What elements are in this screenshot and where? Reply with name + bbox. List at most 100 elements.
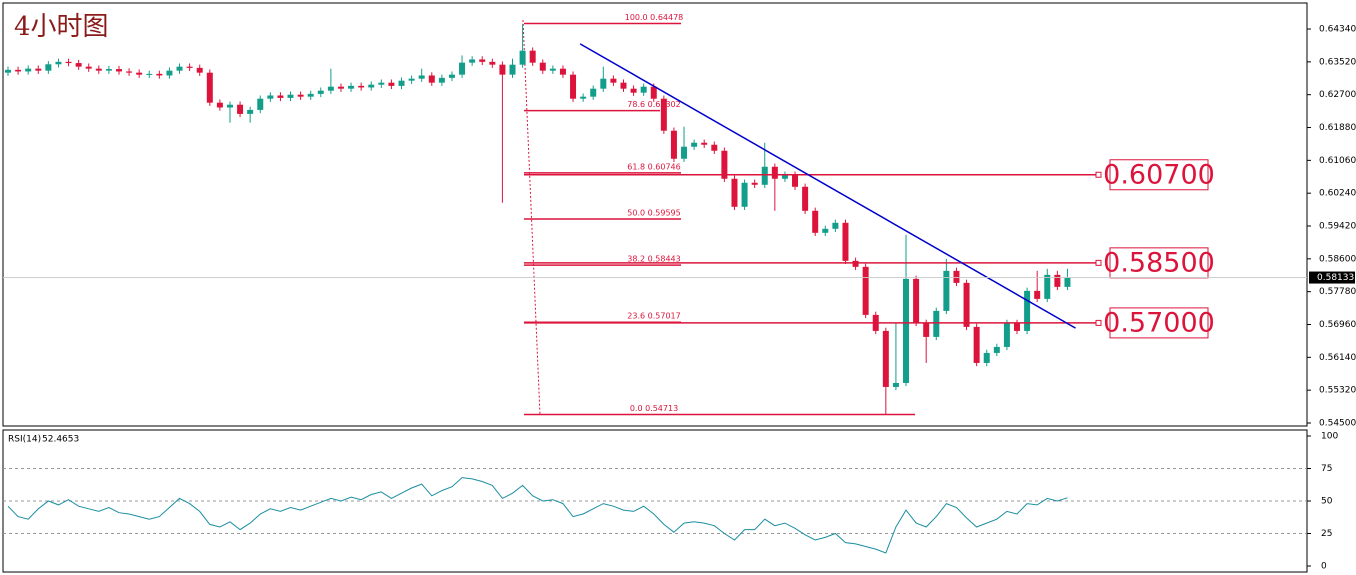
fib-label: 23.6 0.57017 — [627, 312, 680, 321]
candle-body — [822, 228, 829, 233]
trendline — [579, 43, 1076, 329]
last-price-label: 0.58133 — [1317, 273, 1354, 283]
candle-body — [993, 346, 1000, 353]
candle-body — [539, 62, 546, 71]
candle-body — [670, 130, 677, 159]
candle-body — [196, 67, 203, 73]
candle-body — [146, 73, 153, 75]
level-label: 0.60700 — [1103, 159, 1215, 190]
candle-body — [489, 61, 496, 65]
candle-body — [85, 66, 92, 69]
y-tick-label: 0.60240 — [1319, 189, 1356, 199]
y-tick-label: 0.63520 — [1319, 57, 1356, 67]
candle-body — [176, 66, 183, 71]
candle-body — [691, 142, 698, 147]
candle-body — [570, 74, 577, 99]
candle-body — [519, 50, 526, 65]
level-box — [1109, 307, 1209, 339]
candle-body — [600, 78, 607, 89]
y-tick-label: 0.58600 — [1319, 254, 1356, 264]
candle-body — [35, 68, 42, 71]
y-tick-label: 0.61880 — [1319, 123, 1356, 133]
candle-body — [781, 174, 788, 179]
last-price-box — [1309, 271, 1355, 284]
y-tick-label: 0.56960 — [1319, 320, 1356, 330]
candle-body — [620, 82, 627, 89]
candle-body — [802, 186, 809, 211]
candle-body — [559, 68, 566, 75]
candle-body — [943, 270, 950, 311]
rsi-name: RSI(14) — [8, 435, 41, 445]
candle-body — [55, 61, 62, 65]
level-box — [1109, 159, 1209, 191]
candle-body — [590, 88, 597, 97]
candle-body — [418, 75, 425, 79]
y-tick-label: 0.55320 — [1319, 386, 1356, 396]
candle-body — [408, 78, 415, 81]
candle-body — [327, 86, 334, 91]
candle-body — [1064, 277, 1071, 287]
rsi-line — [7, 477, 1068, 554]
level-marker — [1095, 171, 1102, 178]
candle-body — [892, 382, 899, 387]
candle-body — [630, 88, 637, 93]
candle-body — [852, 260, 859, 267]
candle-body — [933, 310, 940, 337]
candle-body — [75, 63, 82, 67]
level-box — [1109, 247, 1209, 279]
candle-body — [247, 109, 254, 114]
candle-body — [126, 71, 133, 73]
candle-body — [237, 104, 244, 114]
fib-anchor — [522, 19, 541, 416]
candle-body — [438, 77, 445, 83]
candle-body — [963, 282, 970, 327]
level-label: 0.57000 — [1103, 307, 1215, 338]
candle-body — [610, 78, 617, 83]
candle-body — [832, 222, 839, 229]
candle-body — [297, 94, 304, 97]
candle-body — [337, 86, 344, 89]
candle-body — [388, 82, 395, 86]
candle-body — [751, 182, 758, 185]
rsi-tick-label: 0 — [1321, 562, 1327, 572]
rsi-tick-label: 50 — [1321, 497, 1333, 507]
candle-body — [650, 86, 657, 99]
rsi-value: 52.4653 — [42, 435, 79, 445]
candle-body — [216, 102, 223, 108]
y-tick-label: 0.57780 — [1319, 287, 1356, 297]
candle-body — [1003, 322, 1010, 347]
candle-body — [469, 59, 476, 63]
candle-body — [448, 74, 455, 78]
rsi-tick-label: 100 — [1321, 432, 1338, 442]
candle-body — [368, 84, 375, 88]
candle-body — [257, 98, 264, 110]
candle-body — [761, 166, 768, 185]
main-panel — [2, 2, 1308, 427]
fib-label: 0.0 0.54713 — [630, 404, 678, 413]
candle-body — [903, 278, 910, 383]
candle-body — [701, 142, 708, 145]
candle-body — [741, 182, 748, 207]
candle-body — [1014, 322, 1020, 331]
candle-body — [1054, 274, 1061, 287]
candle-body — [580, 96, 587, 99]
candle-body — [660, 98, 667, 131]
candle-body — [529, 50, 536, 63]
candle-body — [953, 270, 960, 283]
candle-body — [166, 70, 173, 76]
candle-body — [15, 69, 22, 72]
candle-body — [358, 85, 365, 88]
candle-body — [721, 150, 728, 179]
candle-body — [812, 210, 819, 233]
candle-body — [317, 90, 324, 94]
candle-body — [65, 61, 72, 64]
fib-label: 61.8 0.60746 — [627, 162, 680, 171]
fib-label: 78.6 0.62302 — [627, 100, 680, 109]
candle-body — [862, 266, 869, 315]
candle-body — [25, 68, 32, 72]
candle-body — [428, 75, 435, 83]
candle-body — [45, 64, 52, 71]
candle-body — [731, 178, 738, 207]
rsi-panel — [2, 429, 1308, 573]
